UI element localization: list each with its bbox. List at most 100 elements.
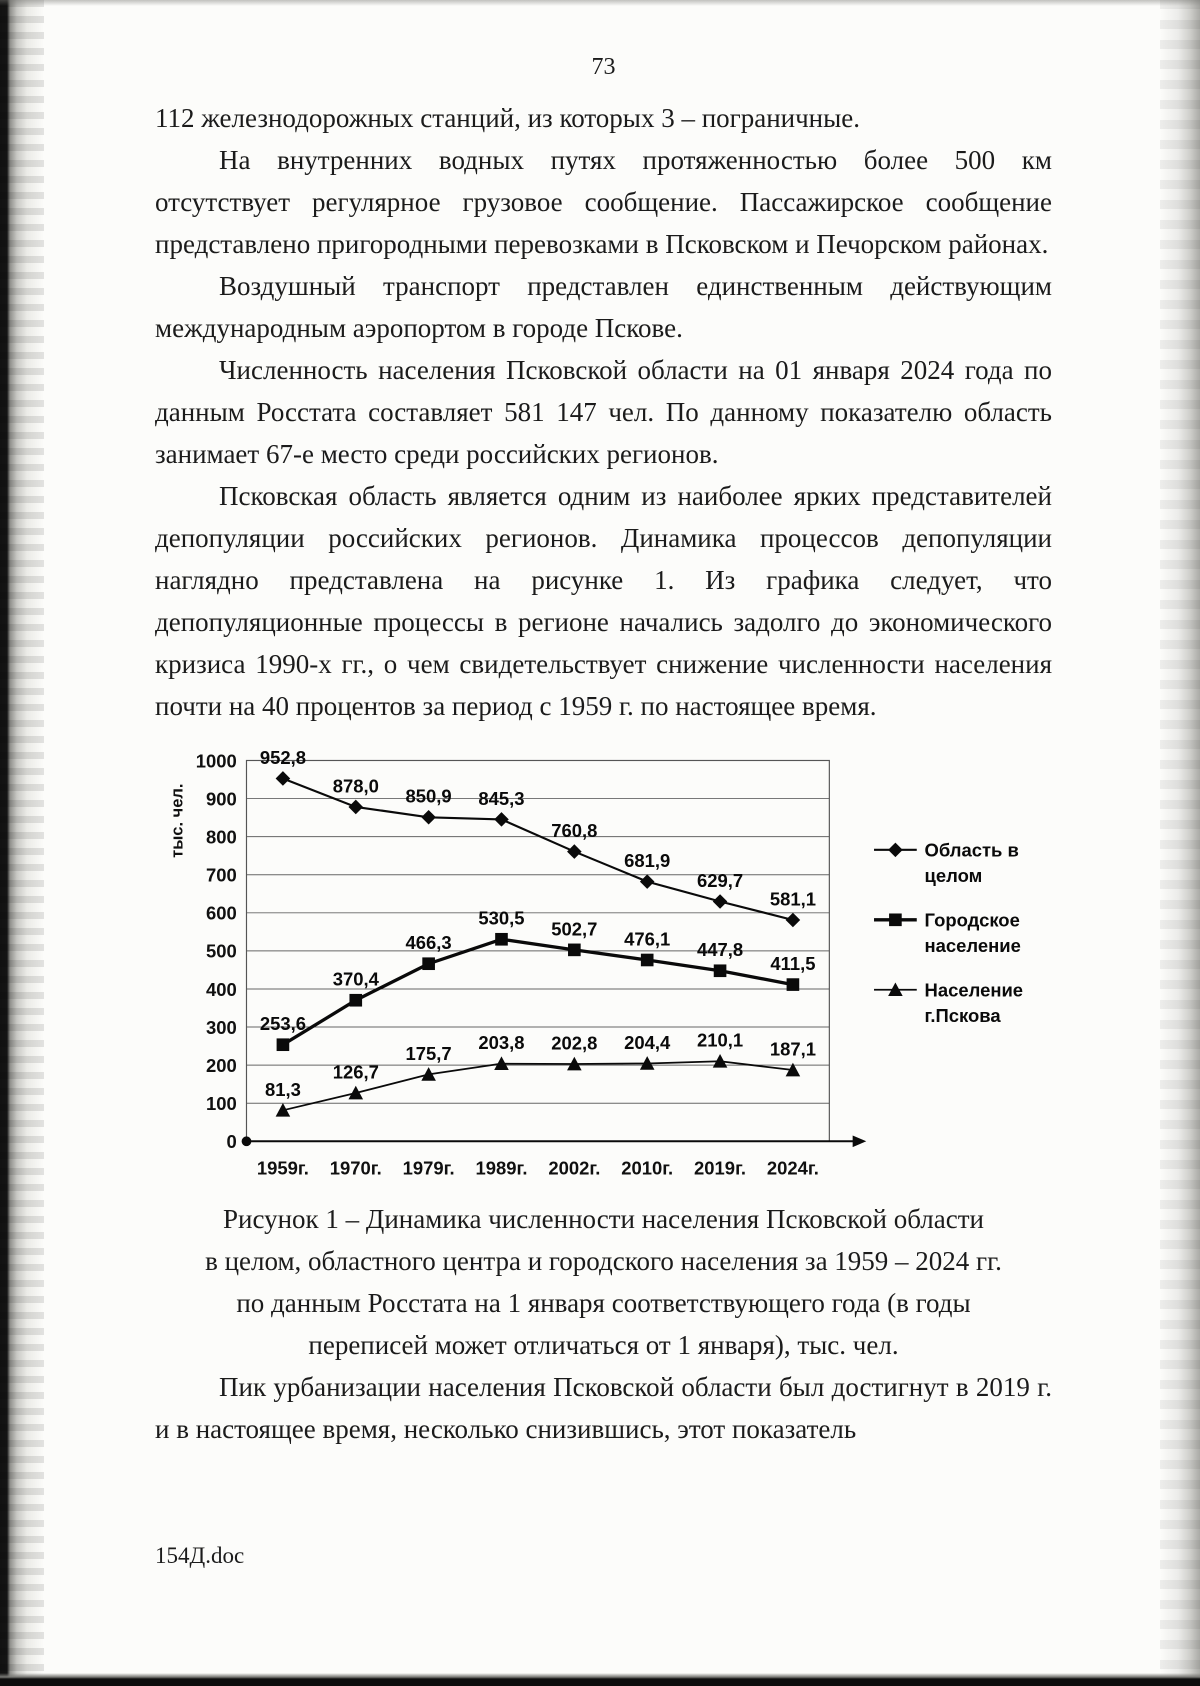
y-tick-label: 400 <box>206 979 237 1000</box>
triangle-marker <box>888 982 903 997</box>
data-label: 466,3 <box>406 932 452 953</box>
figure-caption-line: Рисунок 1 – Динамика численности населен… <box>223 1203 984 1234</box>
x-tick-label: 1989г. <box>475 1157 527 1178</box>
data-label: 476,1 <box>624 928 670 949</box>
square-marker <box>786 978 800 991</box>
x-tick-label: 1959г. <box>257 1157 309 1178</box>
x-tick-label: 2024г. <box>767 1157 819 1178</box>
diamond-marker <box>421 809 436 825</box>
data-label: 760,8 <box>551 820 597 841</box>
square-marker <box>495 932 508 946</box>
scan-artifact-right <box>1160 0 1200 1686</box>
scan-artifact-left <box>0 0 44 1686</box>
footer-filename: 154Д.doc <box>155 1543 245 1568</box>
data-label: 845,3 <box>478 788 524 809</box>
data-label: 253,6 <box>260 1013 306 1034</box>
data-label: 126,7 <box>333 1061 379 1082</box>
x-tick-label: 2010г. <box>621 1157 673 1178</box>
triangle-marker <box>639 1056 655 1070</box>
legend-label: население <box>925 935 1021 956</box>
data-label: 203,8 <box>478 1032 524 1053</box>
data-label: 370,4 <box>333 969 380 990</box>
x-tick-label: 2019г. <box>694 1157 746 1178</box>
paragraph-depopulation: Псковская область является одним из наиб… <box>155 481 1052 721</box>
paragraph-urbanization-peak: Пик урбанизации населения Псковской обла… <box>155 1371 1052 1444</box>
y-tick-label: 600 <box>206 903 237 924</box>
page-content: 73 112 железнодорожных станций, из котор… <box>155 0 1052 1450</box>
data-label: 952,8 <box>260 747 306 768</box>
paragraph-population-count: Численность населения Псковской области … <box>155 355 1052 469</box>
data-label: 850,9 <box>406 786 452 807</box>
data-label: 210,1 <box>697 1030 743 1051</box>
triangle-marker <box>348 1085 364 1100</box>
legend-label: Область в <box>925 840 1019 861</box>
diamond-marker <box>888 842 903 858</box>
series-triangle: 81,3 126,7 175,7 203,8 202,8 204,4 210,1 187,1 <box>265 1030 816 1117</box>
diamond-marker <box>494 812 509 827</box>
series-square: 253,6 370,4 466,3 530,5 502,7 476,1 447,8 411,5 <box>260 908 815 1052</box>
legend-entry: Население г.Пскова <box>874 980 1023 1026</box>
page-number: 73 <box>591 54 616 80</box>
data-label: 81,3 <box>265 1079 301 1100</box>
diamond-marker <box>275 771 291 786</box>
data-label: 581,1 <box>770 888 816 909</box>
paragraph-air-transport: Воздушный транспорт представлен единстве… <box>155 271 1052 343</box>
square-marker <box>349 993 363 1007</box>
square-marker <box>889 913 902 927</box>
data-label: 411,5 <box>770 953 815 974</box>
data-label: 447,8 <box>697 939 743 960</box>
triangle-marker <box>275 1103 291 1117</box>
x-tick-label: 1979г. <box>403 1157 455 1178</box>
y-tick-label: 200 <box>206 1055 237 1076</box>
y-tick-label: 900 <box>206 788 237 809</box>
triangle-marker <box>494 1056 509 1070</box>
triangle-marker <box>421 1067 436 1081</box>
triangle-marker <box>785 1062 801 1077</box>
y-tick-label: 500 <box>206 941 237 962</box>
figure-caption-line: в целом, областного центра и городского … <box>205 1245 1002 1276</box>
legend-entry: Область в целом <box>874 840 1019 886</box>
diamond-marker <box>567 844 582 859</box>
paragraph-rail-stations: 112 железнодорожных станций, из которых … <box>155 103 861 133</box>
triangle-marker <box>712 1053 728 1068</box>
series-line <box>282 1060 794 1112</box>
data-label: 629,7 <box>697 870 743 891</box>
square-marker <box>276 1038 290 1052</box>
legend-label: Городское <box>925 910 1020 931</box>
x-tick-label: 1970г. <box>330 1157 382 1178</box>
legend-label: г.Пскова <box>925 1005 1002 1026</box>
diamond-marker <box>639 874 655 889</box>
series-line <box>282 777 794 922</box>
data-label: 202,8 <box>551 1032 597 1053</box>
data-label: 175,7 <box>406 1043 452 1064</box>
square-marker <box>422 957 435 971</box>
y-tick-label: 700 <box>206 865 237 886</box>
population-line-chart: 0 100 200 300 400 500 600 700 800 900 1000 1959г. 19… <box>168 747 1023 1178</box>
data-label: 530,5 <box>478 908 524 929</box>
y-tick-label: 100 <box>206 1093 237 1114</box>
data-label: 502,7 <box>551 918 597 939</box>
figure-1: 0 100 200 300 400 500 600 700 800 900 1000 1959г. 19… <box>161 743 1045 1192</box>
figure-caption-line: переписей может отличаться от 1 января),… <box>308 1329 899 1360</box>
data-label: 681,9 <box>624 850 670 871</box>
square-marker <box>568 943 581 957</box>
series-line <box>282 937 794 1047</box>
x-tick-label: 2002г. <box>548 1157 600 1178</box>
scan-artifact-bottom <box>0 1673 1200 1686</box>
data-label: 878,0 <box>333 775 379 796</box>
y-tick-label: 800 <box>206 826 237 847</box>
square-marker <box>713 964 727 978</box>
data-label: 204,4 <box>624 1032 671 1053</box>
legend-label: Население <box>925 980 1024 1001</box>
legend-entry: Городское население <box>874 910 1021 956</box>
y-tick-label: 0 <box>227 1131 237 1152</box>
diamond-marker <box>785 912 801 928</box>
y-axis-title: тыс. чел. <box>168 784 186 858</box>
diamond-marker <box>348 799 364 815</box>
legend-label: целом <box>925 865 983 886</box>
figure-caption: Рисунок 1 – Динамика численности населен… <box>155 1198 1052 1366</box>
figure-caption-line: по данным Росстата на 1 января соответст… <box>236 1287 971 1318</box>
paragraph-waterways: На внутренних водных путях протяженность… <box>155 145 1052 259</box>
data-label: 187,1 <box>770 1038 816 1059</box>
